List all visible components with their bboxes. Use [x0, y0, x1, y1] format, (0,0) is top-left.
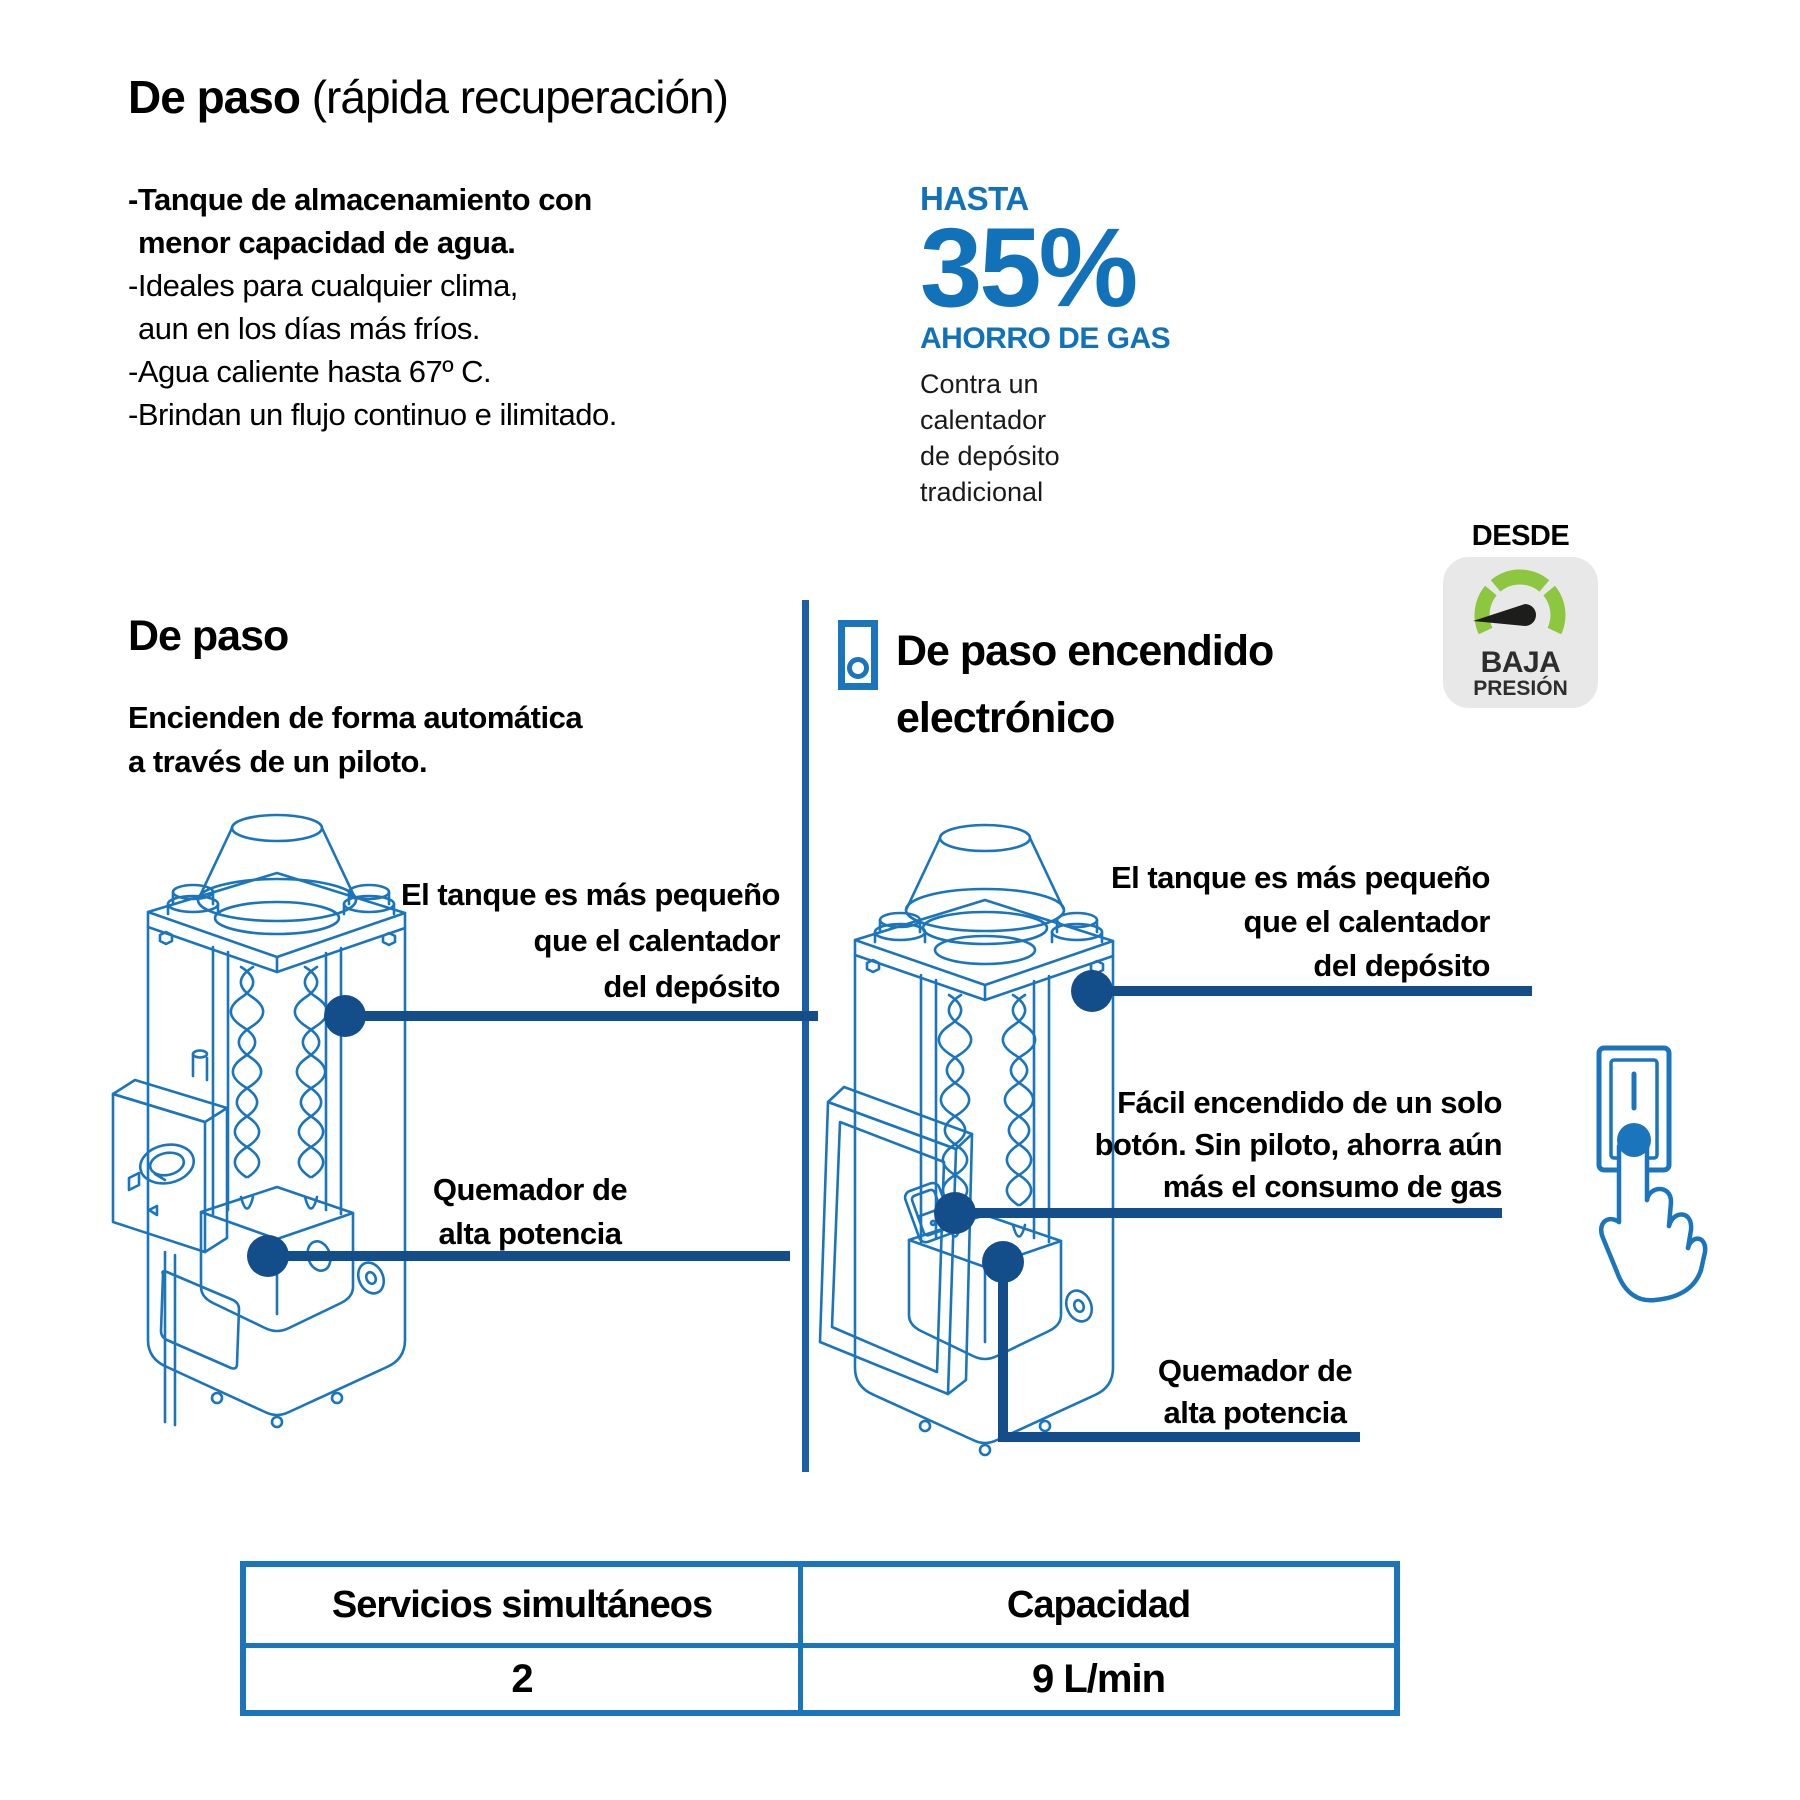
hand-press-switch-icon	[1596, 1045, 1708, 1303]
badge-baja-text: BAJA	[1480, 646, 1561, 679]
savings-note: Contra un calentador de depósito tradici…	[920, 366, 1250, 510]
value-capacidad: 9 L/min	[1031, 1656, 1166, 1701]
label-line: El tanque es más pequeño	[400, 877, 781, 912]
right-tank-label: El tanque es más pequeño que el calentad…	[1110, 856, 1491, 988]
right-burner-callout-hline	[998, 1432, 1360, 1442]
label-line: que el calentador	[1243, 904, 1491, 939]
label-line: Quemador de	[432, 1172, 628, 1207]
power-button-icon	[838, 620, 878, 690]
savings-label: AHORRO DE GAS	[920, 322, 1171, 355]
label-line: más el consumo de gas	[1162, 1169, 1503, 1204]
savings-percent: 35%	[920, 205, 1138, 330]
header-capacidad: Capacidad	[1006, 1583, 1191, 1626]
label-line: del depósito	[603, 969, 780, 1004]
label-line: botón. Sin piloto, ahorra aún	[1094, 1127, 1503, 1162]
left-subtitle-line: Encienden de forma automática	[128, 700, 583, 735]
water-heater-electronic-illustration	[818, 823, 1115, 1457]
feature-line: -Tanque de almacenamiento con	[128, 182, 592, 217]
label-line: que el calentador	[533, 923, 781, 958]
spec-table-data-row: 2 9 L/min	[246, 1648, 1394, 1710]
right-burner-callout-dot	[982, 1241, 1024, 1283]
label-line: El tanque es más pequeño	[1110, 860, 1491, 895]
low-pressure-gauge-icon	[1473, 569, 1566, 635]
page-title-regular: (rápida recuperación)	[299, 71, 729, 123]
right-button-callout-line	[955, 1208, 1502, 1218]
right-button-label: Fácil encendido de un solo botón. Sin pi…	[1094, 1082, 1503, 1208]
power-button-icon-ring	[847, 657, 869, 679]
page-title-bold: De paso	[128, 71, 301, 123]
feature-list: -Tanque de almacenamiento con menor capa…	[128, 178, 617, 436]
water-heater-pilot-illustration	[111, 813, 407, 1429]
heading-line: De paso encendido	[896, 627, 1274, 675]
low-pressure-badge: BAJA PRESIÓN	[1443, 557, 1598, 708]
spec-table: Servicios simultáneos Capacidad 2 9 L/mi…	[240, 1561, 1400, 1716]
spec-table-data-cell: 2	[246, 1648, 803, 1710]
label-line: Fácil encendido de un solo	[1117, 1085, 1502, 1120]
badge-presion-text: PRESIÓN	[1473, 677, 1568, 700]
left-burner-callout-line	[268, 1251, 790, 1261]
spec-table-data-cell: 9 L/min	[803, 1648, 1394, 1710]
right-tank-callout-line	[1092, 986, 1532, 996]
spec-table-header-cell: Capacidad	[803, 1567, 1394, 1643]
left-tank-callout-line	[345, 1011, 818, 1021]
feature-line: -Brindan un flujo continuo e ilimitado.	[128, 397, 617, 432]
right-section-heading: De paso encendido electrónico	[896, 618, 1274, 752]
page-title: De paso (rápida recuperación)	[128, 70, 729, 124]
left-burner-callout-dot	[247, 1235, 289, 1277]
label-line: alta potencia	[438, 1216, 623, 1251]
right-tank-callout-dot	[1071, 970, 1113, 1012]
savings-note-line: de depósito	[920, 441, 1060, 471]
left-burner-label: Quemador de alta potencia	[380, 1168, 680, 1256]
left-subtitle-line: a través de un piloto.	[128, 744, 428, 779]
right-burner-callout-vline	[998, 1262, 1008, 1442]
left-section-heading: De paso	[128, 612, 289, 660]
feature-line: -Agua caliente hasta 67º C.	[128, 354, 492, 389]
label-line: Quemador de	[1157, 1353, 1353, 1388]
right-burner-label: Quemador de alta potencia	[1105, 1350, 1405, 1434]
savings-note-line: calentador	[920, 405, 1047, 435]
spec-table-header-cell: Servicios simultáneos	[246, 1567, 803, 1643]
feature-line: aun en los días más fríos.	[138, 311, 480, 346]
feature-line: -Ideales para cualquier clima,	[128, 268, 518, 303]
desde-label: DESDE	[1471, 520, 1570, 552]
feature-line: menor capacidad de agua.	[138, 225, 516, 260]
label-line: alta potencia	[1163, 1395, 1348, 1430]
left-section-subtitle: Encienden de forma automática a través d…	[128, 696, 583, 784]
right-button-callout-dot	[934, 1192, 976, 1234]
savings-note-line: Contra un	[920, 369, 1039, 399]
value-servicios: 2	[511, 1656, 533, 1701]
left-tank-callout-dot	[324, 995, 366, 1037]
header-servicios: Servicios simultáneos	[331, 1583, 713, 1626]
savings-hasta: HASTA	[920, 180, 1029, 217]
gas-savings-block: HASTA 35% AHORRO DE GAS Contra un calent…	[920, 180, 1250, 510]
section-divider	[802, 600, 809, 1472]
savings-note-line: tradicional	[920, 477, 1044, 507]
label-line: del depósito	[1313, 948, 1490, 983]
spec-table-header-row: Servicios simultáneos Capacidad	[246, 1567, 1394, 1648]
left-tank-label: El tanque es más pequeño que el calentad…	[400, 872, 781, 1010]
heading-line: electrónico	[896, 694, 1115, 742]
